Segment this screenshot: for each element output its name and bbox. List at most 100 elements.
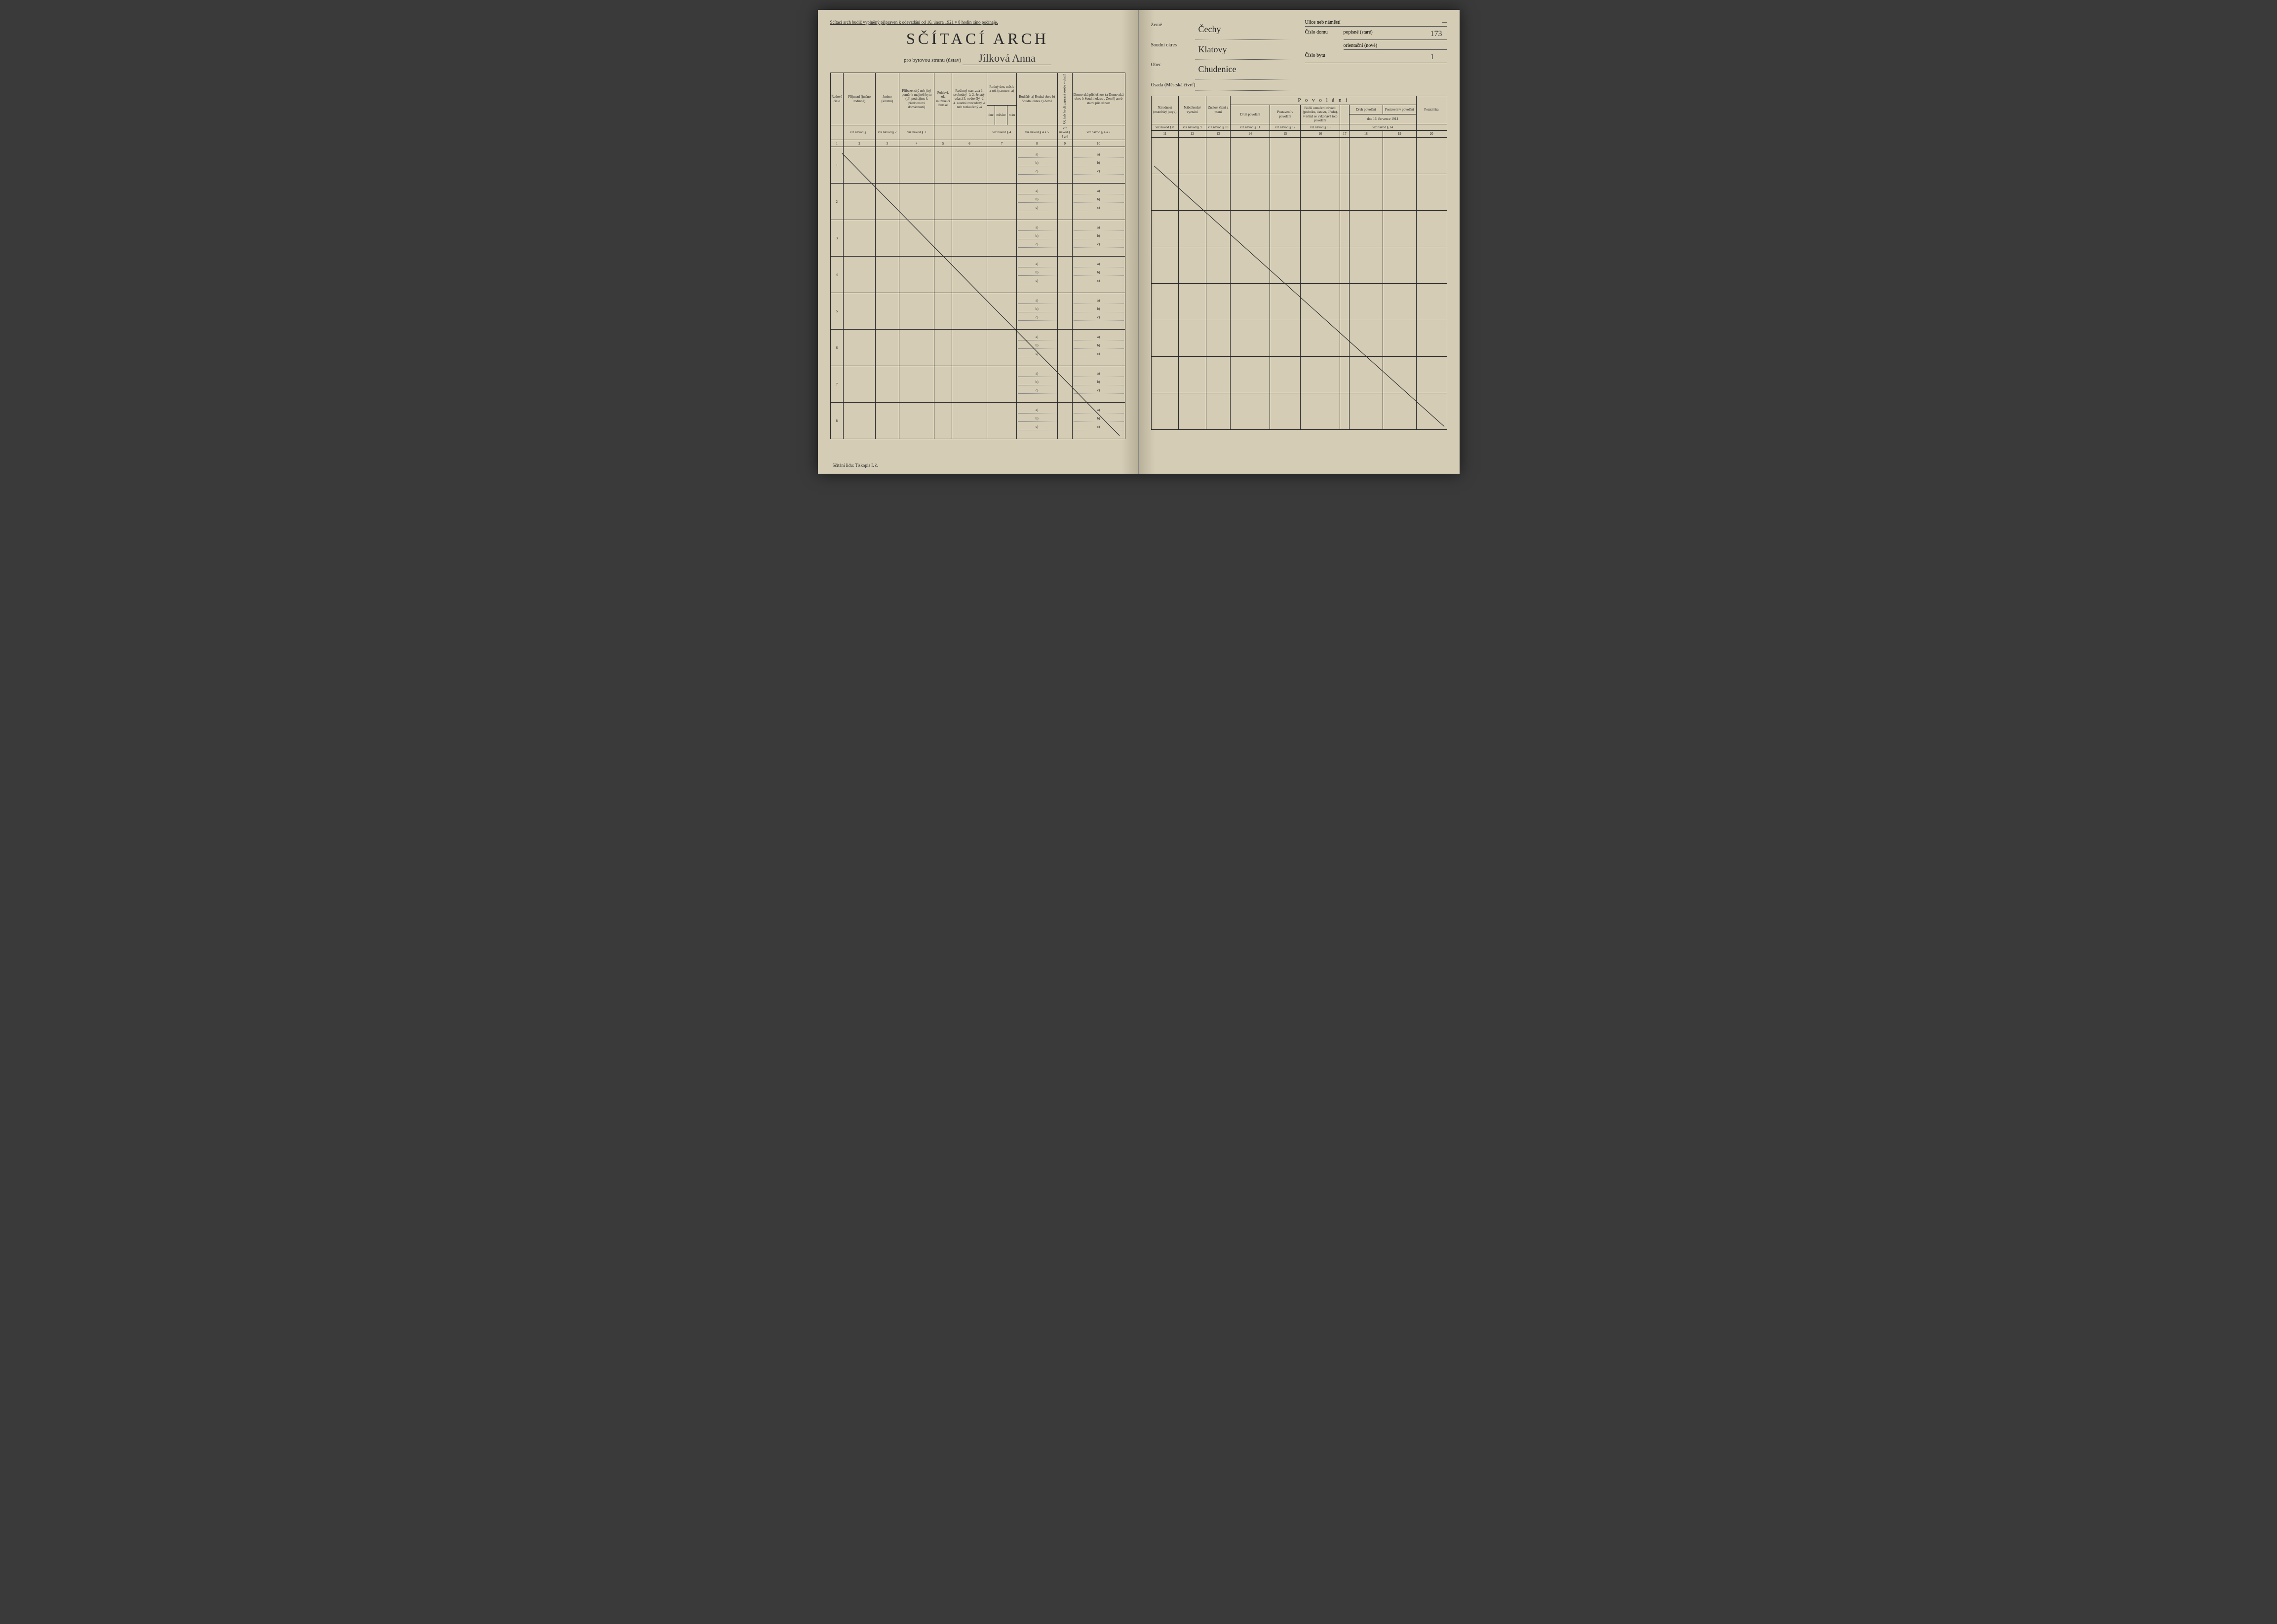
- col-1-header: Řadové číslo: [830, 73, 843, 125]
- row-number: 3: [830, 220, 843, 257]
- left-page: Sčítací arch budiž vyplněný připraven k …: [818, 10, 1139, 474]
- domicile-cell: a)b)c): [1072, 147, 1125, 184]
- birthplace-cell: a)b)c): [1016, 147, 1057, 184]
- birthplace-cell: a)b)c): [1016, 257, 1057, 293]
- col-7b: měsíce: [995, 105, 1007, 125]
- domicile-cell: a)b)c): [1072, 403, 1125, 439]
- table-row: [1151, 247, 1447, 283]
- field-zeme: Čechy: [1196, 20, 1293, 40]
- field-okres: Klatovy: [1196, 40, 1293, 60]
- domicile-cell: a)b)c): [1072, 330, 1125, 366]
- birthplace-cell: a)b)c): [1016, 330, 1057, 366]
- row-number: 7: [830, 366, 843, 403]
- col-7a: dne: [987, 105, 995, 125]
- hint-14: viz návod § 11: [1231, 124, 1270, 130]
- right-page: ZeměČechy Soudní okresKlatovy ObecChuden…: [1139, 10, 1460, 474]
- col-16-header: Bližší označení závodu (podniku, ústavu,…: [1301, 105, 1340, 124]
- hint-13: viz návod § 10: [1206, 124, 1230, 130]
- right-table: Národnost (mateřský jazyk) Náboženské vy…: [1151, 96, 1447, 430]
- domicile-cell: a)b)c): [1072, 257, 1125, 293]
- hint-3: viz návod § 2: [876, 125, 899, 140]
- table-row: 6 a)b)c) a)b)c): [830, 330, 1125, 366]
- birthplace-cell: a)b)c): [1016, 403, 1057, 439]
- hint-10: viz návod § 4 a 7: [1072, 125, 1125, 140]
- right-table-wrap: Národnost (mateřský jazyk) Náboženské vy…: [1151, 96, 1447, 430]
- table-row: 2 a)b)c) a)b)c): [830, 184, 1125, 220]
- left-table-wrap: Řadové číslo Příjmení (jméno rodinné) Jm…: [830, 73, 1125, 439]
- col-20-header: Poznámka: [1416, 96, 1447, 124]
- table-row: [1151, 283, 1447, 320]
- hint-16: viz návod § 13: [1301, 124, 1340, 130]
- col-12-header: Náboženské vyznání: [1179, 96, 1206, 124]
- row-number: 6: [830, 330, 843, 366]
- col-11-header: Národnost (mateřský jazyk): [1151, 96, 1179, 124]
- row-number: 8: [830, 403, 843, 439]
- domicile-cell: a)b)c): [1072, 184, 1125, 220]
- table-row: [1151, 356, 1447, 393]
- field-byt: 1: [1428, 53, 1447, 62]
- col-18-header: Druh povolání: [1349, 105, 1383, 114]
- hint-12: viz návod § 9: [1179, 124, 1206, 130]
- subtitle-prefix: pro bytovou stranu (ústav): [904, 57, 961, 63]
- col-14-header: Druh povolání: [1231, 105, 1270, 124]
- table-row: [1151, 320, 1447, 356]
- field-popisne: 173: [1428, 30, 1447, 38]
- table-row: 1 a)b)c) a)b)c): [830, 147, 1125, 184]
- col-8-header: Rodiště: a) Rodná obec b) Soudní okres c…: [1016, 73, 1057, 125]
- hint-11: viz návod § 8: [1151, 124, 1179, 130]
- birthplace-cell: a)b)c): [1016, 220, 1057, 257]
- right-top-fields: ZeměČechy Soudní okresKlatovy ObecChuden…: [1151, 20, 1447, 91]
- owner-name-handwritten: Jílková Anna: [963, 52, 1051, 65]
- row-number: 4: [830, 257, 843, 293]
- col-2-header: Příjmení (jméno rodinné): [843, 73, 875, 125]
- subtitle-line: pro bytovou stranu (ústav) Jílková Anna: [830, 52, 1125, 65]
- hint-2: viz návod § 1: [843, 125, 875, 140]
- col-18-19-sub: dne 16. července 1914: [1349, 114, 1416, 124]
- col-17-header: [1340, 105, 1350, 124]
- col-15-header: Postavení v povolání: [1270, 105, 1301, 124]
- birthplace-cell: a)b)c): [1016, 366, 1057, 403]
- table-row: [1151, 174, 1447, 210]
- row-number: 1: [830, 147, 843, 184]
- hint-18: viz návod § 14: [1349, 124, 1416, 130]
- census-document: Sčítací arch budiž vyplněný připraven k …: [818, 10, 1460, 474]
- col-4-header: Příbuzenský neb jiný poměr k majiteli by…: [899, 73, 934, 125]
- field-osada: [1196, 80, 1293, 91]
- row-number: 5: [830, 293, 843, 330]
- left-footer: Sčítání lidu: Tiskopis I. č.: [833, 463, 879, 468]
- left-colnum-row: 1 2 3 4 5 6 7 8 9 10: [830, 140, 1125, 147]
- col-3-header: Jméno (křestní): [876, 73, 899, 125]
- birthplace-cell: a)b)c): [1016, 184, 1057, 220]
- table-row: 4 a)b)c) a)b)c): [830, 257, 1125, 293]
- col-6-header: Rodinný stav, zda 1. svobodný -á, 2. žen…: [952, 73, 987, 125]
- col-5-header: Pohlaví, zda mužské či ženské: [934, 73, 952, 125]
- birthplace-cell: a)b)c): [1016, 293, 1057, 330]
- domicile-cell: a)b)c): [1072, 220, 1125, 257]
- right-colnum-row: 11 12 13 14 15 16 17 18 19 20: [1151, 130, 1447, 137]
- table-row: [1151, 393, 1447, 429]
- povolani-header: P o v o l á n í: [1231, 96, 1417, 105]
- hint-4: viz návod § 3: [899, 125, 934, 140]
- hint-8: viz návod § 4 a 5: [1016, 125, 1057, 140]
- col-10-header: Domovská příslušnost (a Domovská obec b …: [1072, 73, 1125, 125]
- table-row: [1151, 210, 1447, 247]
- col-19-header: Postavení v povolání: [1383, 105, 1416, 114]
- domicile-cell: a)b)c): [1072, 366, 1125, 403]
- main-title: SČÍTACÍ ARCH: [830, 30, 1125, 48]
- table-row: 5 a)b)c) a)b)c): [830, 293, 1125, 330]
- row-number: 2: [830, 184, 843, 220]
- field-ulice: —: [1442, 20, 1447, 25]
- domicile-cell: a)b)c): [1072, 293, 1125, 330]
- col-9-header: Od kdy bydlí zapsaná osoba v obci?: [1057, 73, 1072, 125]
- hint-15: viz návod § 12: [1270, 124, 1301, 130]
- table-row: [1151, 137, 1447, 174]
- field-obec: Chudenice: [1196, 60, 1293, 80]
- left-table: Řadové číslo Příjmení (jméno rodinné) Jm…: [830, 73, 1125, 439]
- table-row: 3 a)b)c) a)b)c): [830, 220, 1125, 257]
- top-notice: Sčítací arch budiž vyplněný připraven k …: [830, 20, 1125, 25]
- table-row: 8 a)b)c) a)b)c): [830, 403, 1125, 439]
- hint-7: viz návod § 4: [987, 125, 1017, 140]
- hint-9: viz návod § 4 a 6: [1057, 125, 1072, 140]
- col-7c: roku: [1007, 105, 1017, 125]
- col-13-header: Znalost čtení a psaní: [1206, 96, 1230, 124]
